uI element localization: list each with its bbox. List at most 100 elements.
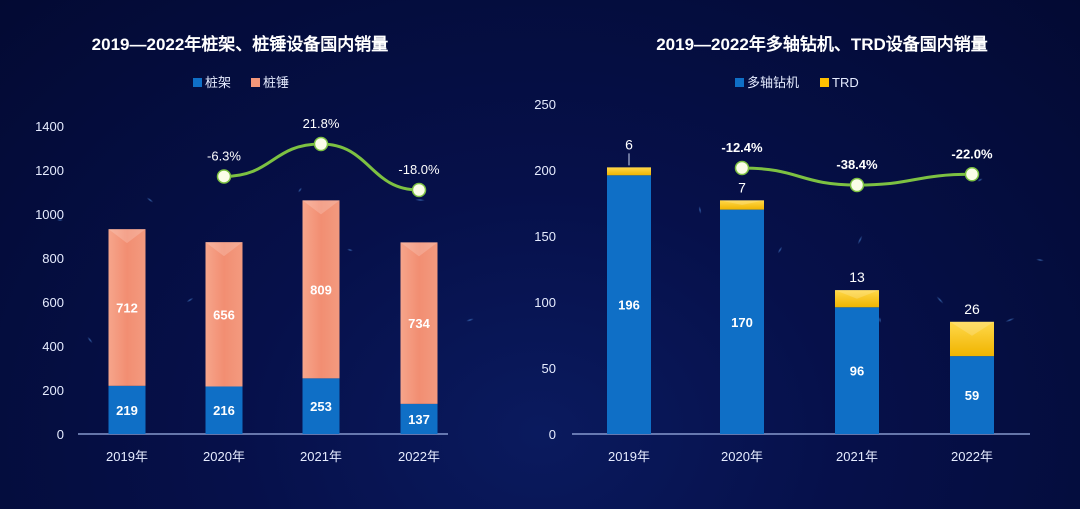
y-tick-label: 400 [42, 339, 64, 354]
growth-rate-label: -12.4% [721, 140, 763, 155]
chart-title: 2019—2022年多轴钻机、TRD设备国内销量 [656, 34, 988, 54]
y-tick-label: 250 [534, 97, 556, 112]
bar-segment-top [302, 200, 340, 379]
sparkle [977, 178, 983, 182]
bar-value-label: 712 [116, 301, 138, 316]
y-tick-label: 1200 [35, 163, 64, 178]
bar-value-label: 137 [408, 412, 430, 427]
x-tick-label: 2020年 [203, 449, 245, 464]
bar-value-label: 656 [213, 307, 235, 322]
y-tick-label: 0 [57, 427, 64, 442]
bar-segment-bottom [400, 403, 438, 434]
growth-rate-label: -18.0% [398, 162, 440, 177]
growth-marker [313, 136, 329, 152]
y-tick-label: 200 [42, 383, 64, 398]
bar-value-label: 196 [618, 298, 640, 313]
bar-value-label: 809 [310, 282, 332, 297]
x-tick-label: 2020年 [721, 449, 763, 464]
bar-segment-top [950, 321, 994, 357]
sparkle [87, 336, 93, 344]
background-sparkles [57, 178, 1044, 344]
sparkle [186, 297, 194, 303]
legend-swatch-1 [251, 78, 260, 87]
sparkle [347, 248, 353, 252]
x-tick-label: 2022年 [951, 449, 993, 464]
growth-marker [411, 182, 427, 198]
chart-title: 2019—2022年桩架、桩锤设备国内销量 [92, 34, 389, 54]
growth-rate-label: -22.0% [951, 146, 993, 161]
growth-rate-label: -6.3% [207, 148, 241, 163]
bar-segment-bottom [302, 378, 340, 434]
bar-value-label: 253 [310, 399, 332, 414]
bar-segment-top [835, 290, 879, 308]
x-tick-label: 2021年 [836, 449, 878, 464]
legend-label-0: 桩架 [205, 75, 231, 90]
bar-segment-top [400, 242, 438, 404]
bar-value-label: 216 [213, 403, 235, 418]
growth-marker [964, 167, 980, 182]
bar-value-label: 7 [738, 179, 746, 195]
x-tick-label: 2022年 [398, 449, 440, 464]
sparkle [1005, 317, 1015, 323]
legend-swatch-1 [820, 78, 829, 87]
y-tick-label: 200 [534, 163, 556, 178]
legend-label-1: TRD [832, 75, 859, 90]
y-tick-label: 100 [534, 295, 556, 310]
x-tick-label: 2019年 [106, 449, 148, 464]
legend-swatch-0 [193, 78, 202, 87]
bar-segment-bottom [205, 386, 243, 434]
sparkle [936, 296, 944, 304]
bar-bevel [108, 229, 146, 244]
x-tick-label: 2021年 [300, 449, 342, 464]
growth-marker [216, 169, 232, 184]
y-tick-label: 50 [542, 361, 556, 376]
sparkle [698, 206, 702, 214]
bar-segment-bottom [607, 175, 651, 434]
sparkle [857, 235, 863, 245]
legend-swatch-0 [735, 78, 744, 87]
y-tick-label: 800 [42, 251, 64, 266]
sparkle [878, 317, 882, 323]
bar-bevel [720, 200, 764, 205]
sparkle [466, 318, 474, 322]
bar-value-label: 26 [964, 301, 980, 317]
bar-segment-bottom [950, 356, 994, 434]
growth-marker [734, 160, 750, 176]
sparkle [57, 218, 63, 222]
sparkle [415, 198, 425, 202]
bar-value-label: 170 [731, 315, 753, 330]
bar-bevel [835, 290, 879, 299]
sparkle [297, 187, 303, 193]
bar-segment-bottom [835, 307, 879, 434]
y-tick-label: 1400 [35, 119, 64, 134]
y-tick-label: 150 [534, 229, 556, 244]
bar-segment-top [108, 229, 146, 386]
bar-segment-top [720, 200, 764, 210]
y-tick-label: 0 [549, 427, 556, 442]
bar-segment-top [607, 167, 651, 176]
growth-marker [849, 177, 865, 193]
bar-segment-bottom [720, 209, 764, 434]
bar-value-label: 59 [965, 388, 979, 403]
bar-value-label: 734 [408, 316, 430, 331]
bar-value-label: 219 [116, 403, 138, 418]
growth-rate-label: 21.8% [303, 116, 340, 131]
growth-rate-label: -38.4% [836, 157, 878, 172]
x-tick-label: 2019年 [608, 449, 650, 464]
bar-bevel [950, 321, 994, 336]
bar-value-label: 6 [625, 136, 633, 152]
legend-label-1: 桩锤 [263, 75, 289, 90]
bar-bevel [205, 242, 243, 257]
bar-segment-top [205, 242, 243, 387]
y-tick-label: 600 [42, 295, 64, 310]
sparkle [777, 246, 783, 254]
sparkle [1036, 258, 1044, 262]
bar-bevel [400, 242, 438, 257]
legend-label-0: 多轴钻机 [747, 75, 799, 90]
sparkle [146, 197, 154, 203]
bar-bevel [302, 200, 340, 215]
bar-value-label: 13 [849, 269, 865, 285]
